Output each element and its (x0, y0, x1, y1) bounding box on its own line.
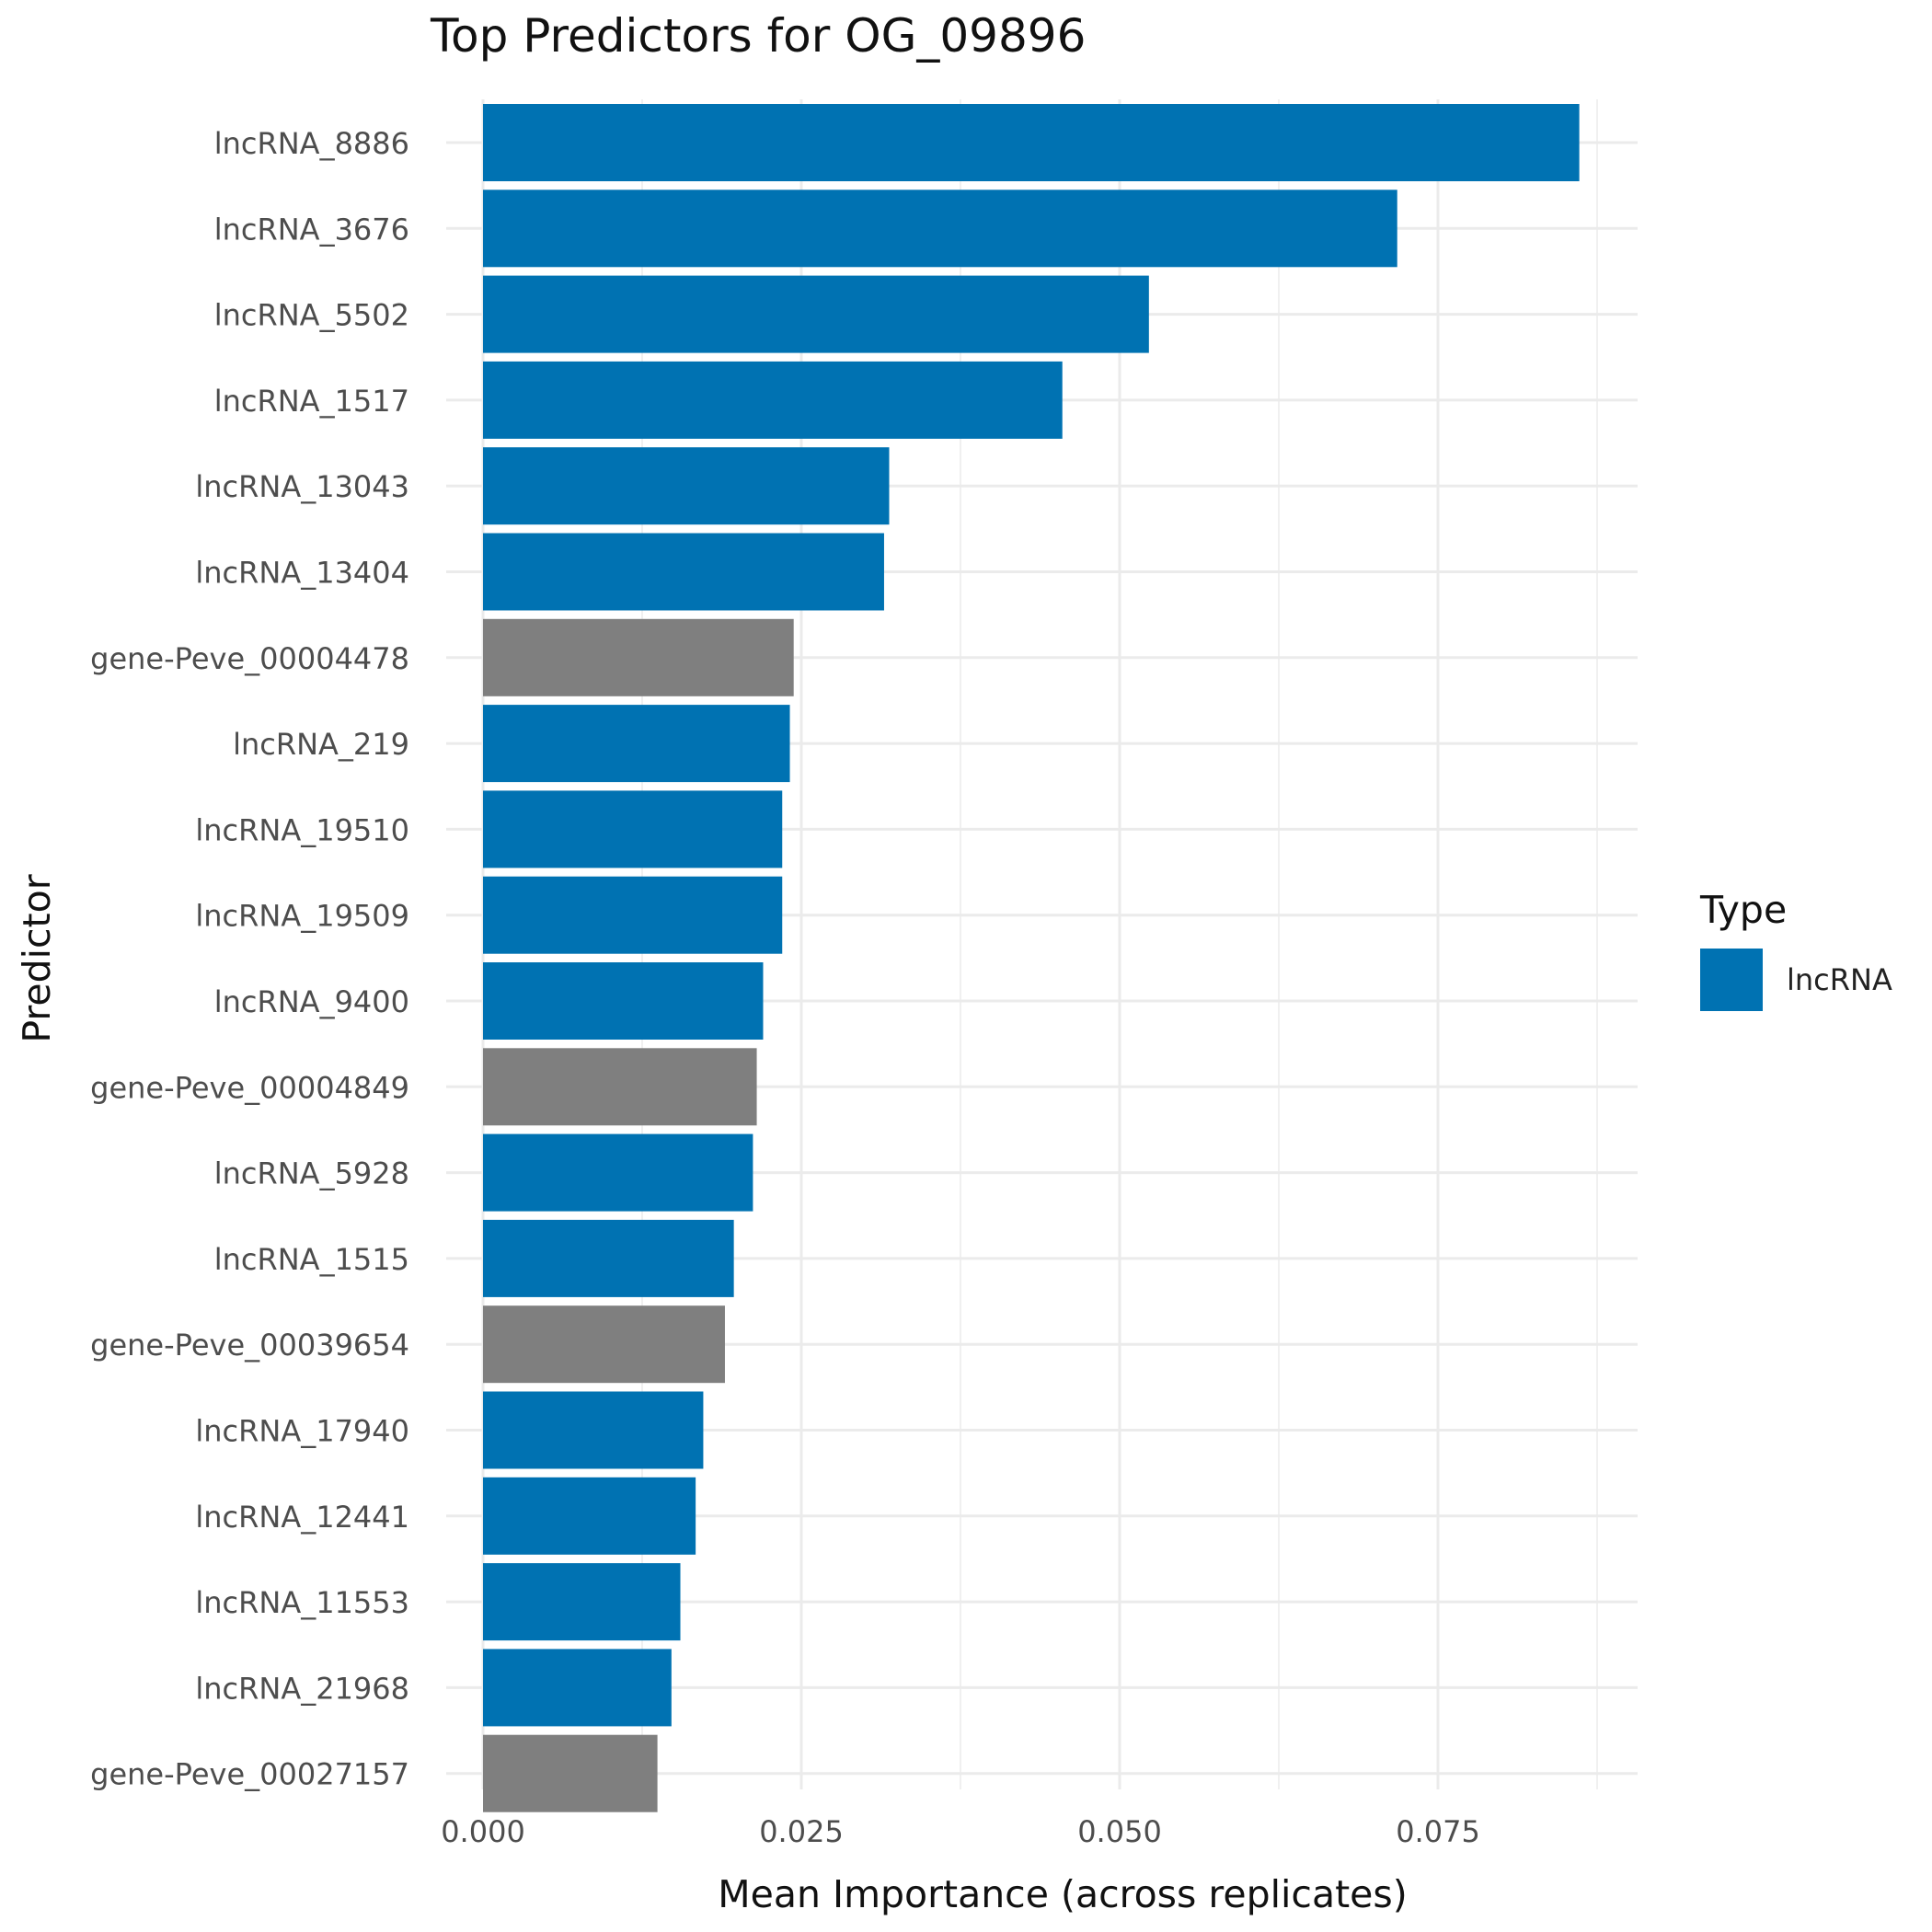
bar (483, 705, 790, 783)
bar (483, 1133, 753, 1212)
y-tick-label: gene-Peve_00027157 (90, 1757, 409, 1792)
y-tick-label: lncRNA_17940 (195, 1414, 409, 1449)
x-axis-label: Mean Importance (across replicates) (718, 1872, 1408, 1916)
y-tick-label: lncRNA_21968 (195, 1671, 409, 1706)
legend-key (1700, 949, 1763, 1011)
x-tick-label: 0.075 (1396, 1814, 1480, 1849)
bar (483, 1305, 725, 1384)
legend-label: lncRNA (1787, 962, 1892, 997)
legend-title: Type (1700, 888, 1788, 932)
x-tick-label: 0.050 (1077, 1814, 1162, 1849)
y-tick-label: gene-Peve_00004849 (90, 1070, 409, 1105)
bar (483, 962, 764, 1040)
bar (483, 447, 890, 525)
y-tick-label: gene-Peve_00004478 (90, 641, 409, 676)
legend: Type lncRNA (1700, 888, 1892, 1011)
y-tick-label: lncRNA_19509 (195, 899, 409, 934)
bar (483, 1048, 757, 1126)
bar (483, 533, 884, 611)
y-tick-label: lncRNA_219 (233, 727, 409, 762)
y-tick-label: lncRNA_13404 (195, 556, 409, 591)
y-tick-label: gene-Peve_00039654 (90, 1328, 409, 1363)
bar (483, 275, 1149, 353)
y-axis-label: Predictor (15, 874, 59, 1043)
y-tick-labels: lncRNA_8886 lncRNA_3676 lncRNA_5502 lncRNA_… (90, 126, 409, 1792)
y-tick-label: lncRNA_3676 (214, 212, 409, 247)
y-tick-label: lncRNA_11553 (195, 1585, 409, 1620)
y-tick-label: lncRNA_19510 (195, 812, 409, 847)
x-tick-label: 0.025 (759, 1814, 844, 1849)
bar (483, 104, 1580, 181)
chart-title: Top Predictors for OG_09896 (431, 9, 1087, 63)
bar (483, 1477, 696, 1555)
bar (483, 190, 1397, 268)
bar (483, 1649, 672, 1727)
y-tick-label: lncRNA_8886 (214, 126, 409, 161)
y-tick-label: lncRNA_12441 (195, 1500, 409, 1535)
bar (483, 361, 1063, 439)
y-tick-label: lncRNA_9400 (214, 984, 409, 1019)
bars (483, 104, 1580, 1812)
x-tick-labels: 0.000 0.025 0.050 0.075 (441, 1814, 1480, 1849)
y-tick-label: lncRNA_13043 (195, 469, 409, 504)
y-tick-label: lncRNA_1515 (214, 1242, 409, 1277)
legend-item-lncrna: lncRNA (1700, 949, 1892, 1011)
bar (483, 790, 783, 868)
y-tick-label: lncRNA_5928 (214, 1156, 409, 1191)
bar (483, 1219, 734, 1297)
bar (483, 876, 783, 954)
y-tick-label: lncRNA_1517 (214, 384, 409, 419)
bar (483, 1734, 658, 1812)
y-tick-label: lncRNA_5502 (214, 298, 409, 333)
bar (483, 1391, 704, 1469)
bar (483, 1563, 681, 1641)
x-tick-label: 0.000 (441, 1814, 525, 1849)
bar (483, 618, 794, 696)
